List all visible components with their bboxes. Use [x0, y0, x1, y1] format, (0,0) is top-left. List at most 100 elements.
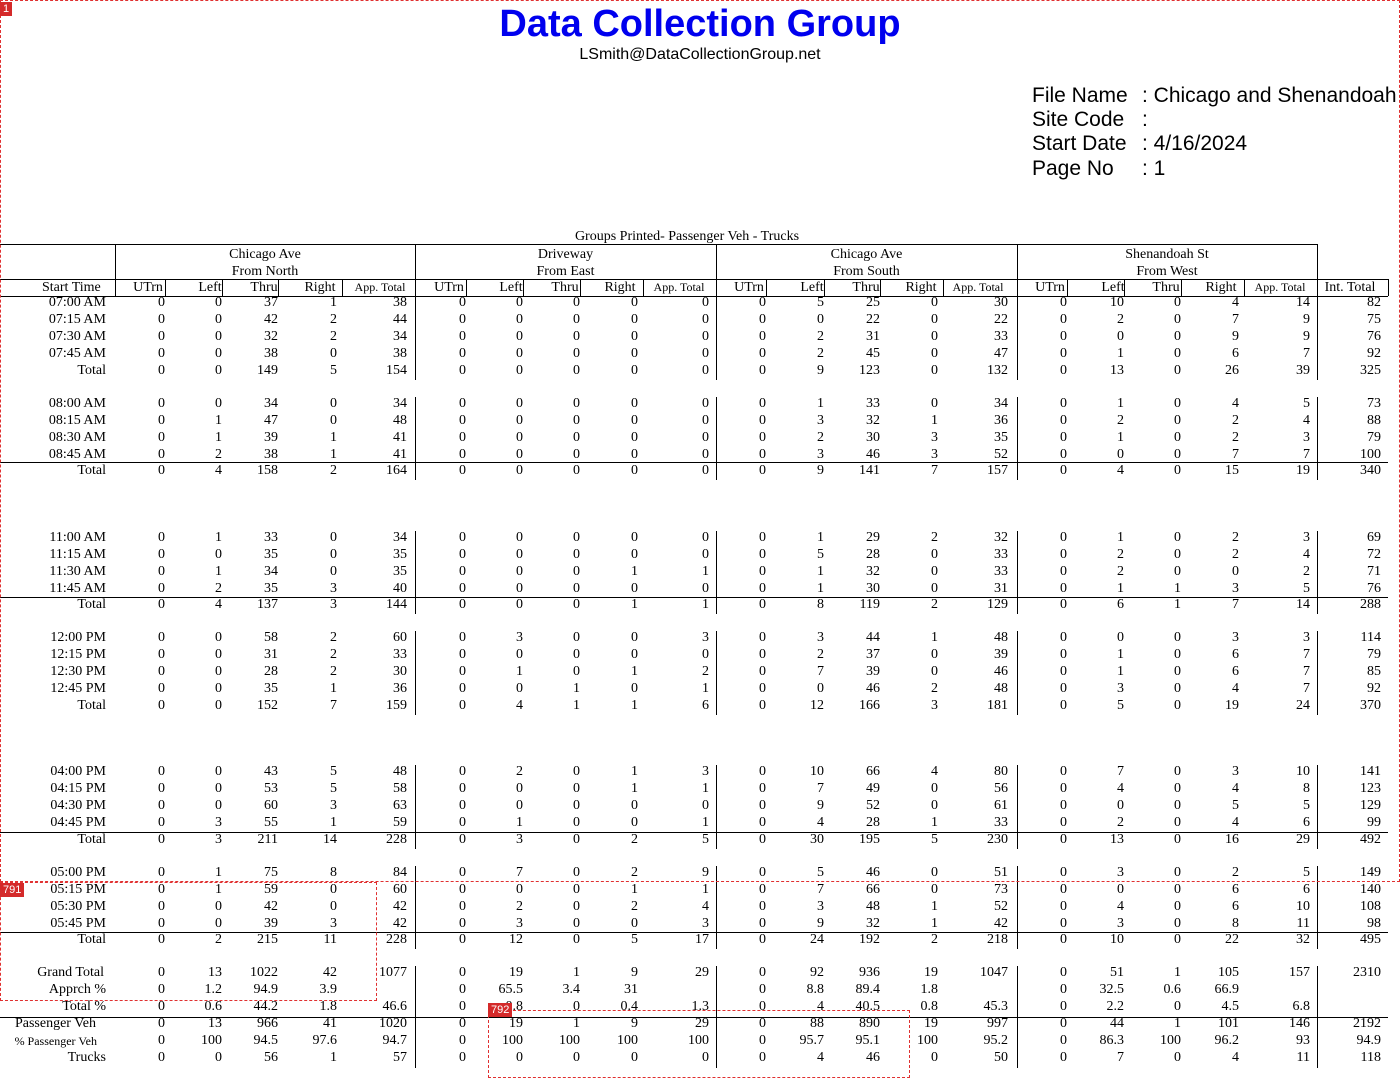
- table-divider: [824, 280, 825, 296]
- table-cell: 0: [158, 413, 165, 428]
- table-cell: 32: [264, 329, 278, 344]
- table-cell: 3.4: [562, 982, 581, 997]
- table-cell: 2: [330, 664, 337, 679]
- table-cell: 4: [1303, 547, 1310, 562]
- table-cell: 0: [702, 647, 709, 662]
- table-cell: 0: [1060, 916, 1067, 931]
- table-cell: 1: [1174, 965, 1181, 980]
- row-label: Total: [77, 363, 106, 378]
- table-cell: 0: [631, 430, 638, 445]
- table-cell: 0: [1174, 815, 1181, 830]
- table-divider: [1317, 866, 1318, 949]
- row-label: 12:15 PM: [50, 647, 106, 662]
- table-cell: 0: [516, 547, 523, 562]
- approach-header: Shenandoah St From West: [1017, 246, 1317, 280]
- table-cell: 5: [817, 295, 824, 310]
- table-cell: 1: [931, 630, 938, 645]
- table-cell: 0: [516, 647, 523, 662]
- table-divider: [222, 280, 223, 296]
- table-cell: 0: [1174, 865, 1181, 880]
- table-cell: 88: [1367, 413, 1381, 428]
- table-cell: 0: [459, 1016, 466, 1031]
- table-cell: 3: [330, 597, 337, 612]
- table-cell: 33: [264, 530, 278, 545]
- table-cell: 0: [759, 965, 766, 980]
- table-cell: 0: [459, 882, 466, 897]
- table-cell: 123: [859, 363, 880, 378]
- table-cell: 92: [1367, 346, 1381, 361]
- page-title: Data Collection Group: [499, 3, 901, 45]
- table-cell: 0: [459, 1033, 466, 1048]
- table-cell: 0: [1174, 430, 1181, 445]
- table-cell: 0: [459, 396, 466, 411]
- table-cell: 0: [931, 865, 938, 880]
- table-cell: 3: [1117, 865, 1124, 880]
- table-cell: 0: [158, 965, 165, 980]
- table-cell: 48: [393, 764, 407, 779]
- row-label: 11:00 AM: [49, 530, 106, 545]
- table-cell: 0: [1060, 430, 1067, 445]
- table-cell: 966: [257, 1016, 278, 1031]
- table-cell: 211: [257, 832, 278, 847]
- table-cell: 37: [866, 647, 880, 662]
- table-cell: 0.8: [920, 999, 939, 1014]
- row-label: 08:45 AM: [48, 447, 106, 462]
- table-cell: 6: [1232, 664, 1239, 679]
- table-cell: 0: [215, 698, 222, 713]
- table-divider: [1067, 280, 1068, 296]
- table-cell: 0: [1174, 832, 1181, 847]
- table-cell: 0: [1060, 530, 1067, 545]
- file-info-label: File Name: [1032, 84, 1128, 107]
- table-cell: 0: [215, 899, 222, 914]
- table-divider: [415, 244, 416, 296]
- table-cell: 51: [994, 865, 1008, 880]
- row-label: 07:30 AM: [48, 329, 106, 344]
- table-cell: 61: [994, 798, 1008, 813]
- table-cell: 0: [1060, 630, 1067, 645]
- table-cell: 1: [516, 815, 523, 830]
- table-cell: 28: [866, 815, 880, 830]
- table-cell: 0: [459, 530, 466, 545]
- annotation-tag: 1: [0, 2, 13, 16]
- table-cell: 0: [631, 1050, 638, 1065]
- table-cell: 0: [759, 882, 766, 897]
- table-cell: 0: [1174, 312, 1181, 327]
- row-label: Total %: [62, 999, 106, 1014]
- table-cell: 129: [1360, 798, 1381, 813]
- table-cell: 66.9: [1214, 982, 1240, 997]
- table-cell: 1: [330, 295, 337, 310]
- table-cell: 3: [931, 430, 938, 445]
- table-cell: 137: [257, 597, 278, 612]
- table-cell: 2: [215, 447, 222, 462]
- table-cell: 31: [624, 982, 638, 997]
- table-cell: 35: [264, 681, 278, 696]
- table-cell: 48: [994, 630, 1008, 645]
- file-info-row: Site Code:: [1032, 108, 1148, 132]
- table-cell: 1: [573, 965, 580, 980]
- table-cell: 36: [994, 413, 1008, 428]
- table-cell: 4: [817, 1050, 824, 1065]
- table-cell: 129: [987, 597, 1008, 612]
- table-rule: [0, 597, 1388, 598]
- table-cell: 1: [702, 564, 709, 579]
- table-cell: 0: [931, 363, 938, 378]
- table-cell: 1: [330, 815, 337, 830]
- table-cell: 230: [987, 832, 1008, 847]
- table-cell: 4: [1232, 295, 1239, 310]
- table-cell: 0: [1174, 882, 1181, 897]
- table-cell: 1: [215, 564, 222, 579]
- table-cell: 30: [866, 430, 880, 445]
- table-cell: 0: [516, 798, 523, 813]
- table-divider: [1317, 244, 1318, 296]
- table-cell: 0: [573, 413, 580, 428]
- table-cell: 0: [459, 764, 466, 779]
- table-cell: 42: [264, 312, 278, 327]
- table-cell: 0: [215, 329, 222, 344]
- table-cell: 24: [810, 932, 824, 947]
- table-cell: 3: [931, 698, 938, 713]
- table-cell: 0: [573, 1050, 580, 1065]
- table-divider: [1124, 280, 1125, 296]
- table-cell: 0: [1060, 463, 1067, 478]
- file-info-label: Start Date: [1032, 132, 1127, 155]
- table-divider: [1317, 531, 1318, 614]
